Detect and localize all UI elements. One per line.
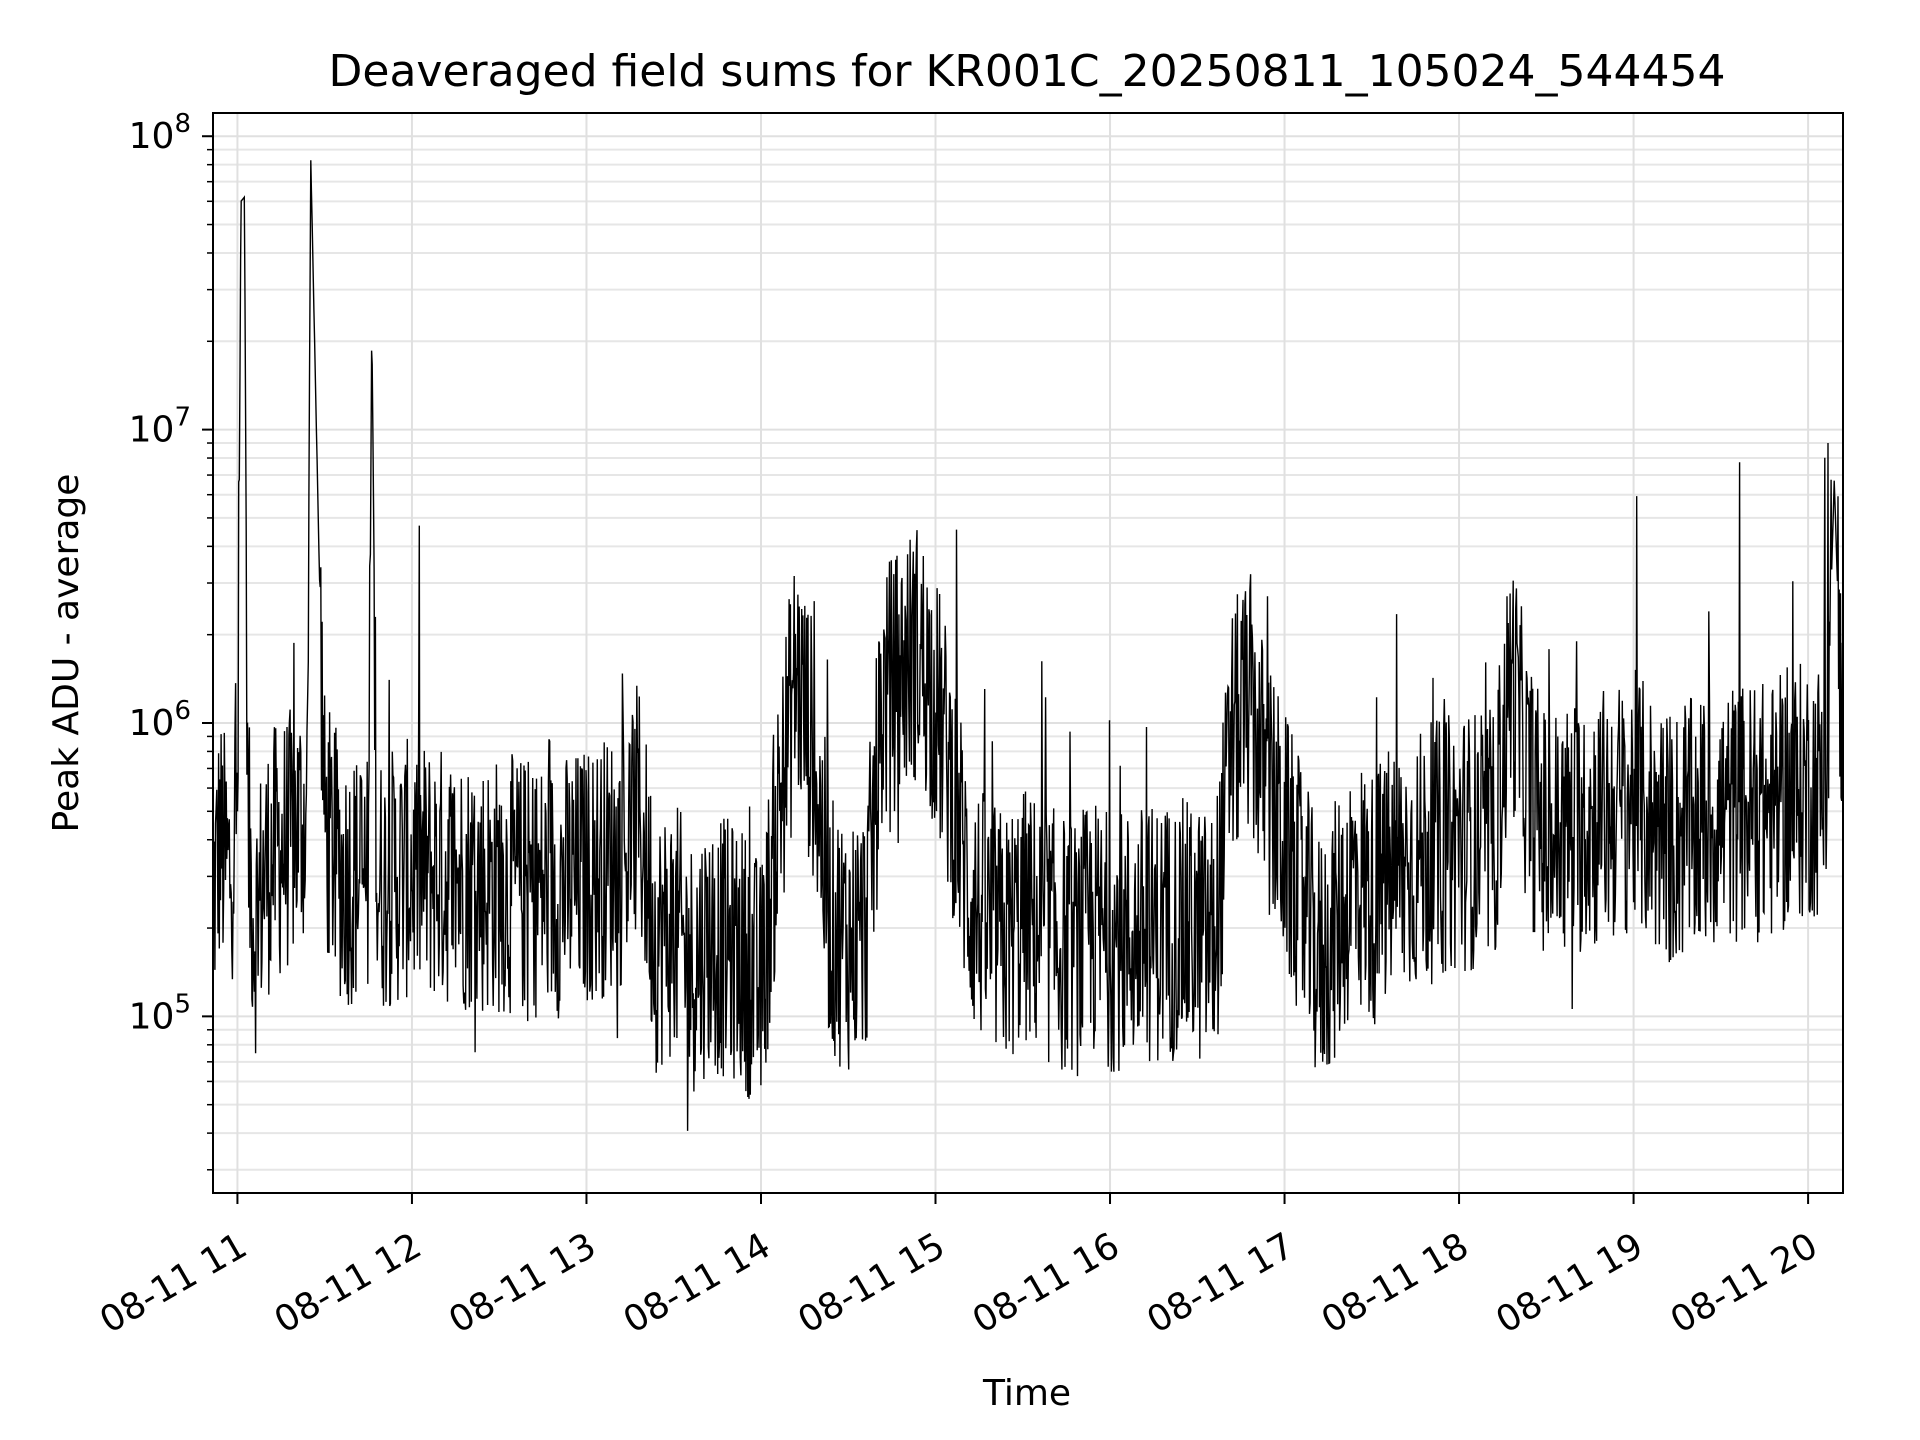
x-tick-label: 08-11 12 (268, 1225, 429, 1341)
x-axis: 08-11 11 08-11 12 08-11 13 08-11 14 08-11 15… (93, 1193, 1825, 1342)
x-tick-label: 08-11 15 (791, 1225, 952, 1341)
y-tick-label: 105 (129, 989, 191, 1037)
plot-frame (212, 112, 1844, 1194)
x-tick-label: 08-11 16 (966, 1225, 1127, 1341)
x-tick-label: 08-11 11 (93, 1225, 254, 1341)
y-axis: 105 106 107 108 (129, 109, 213, 1171)
y-axis-label: Peak ADU - average (46, 474, 87, 833)
x-tick-label: 08-11 13 (442, 1225, 603, 1341)
x-tick-label: 08-11 19 (1489, 1225, 1650, 1341)
chart-title: Deaveraged field sums for KR001C_2025081… (329, 46, 1726, 97)
x-tick-label: 08-11 18 (1315, 1225, 1476, 1341)
x-axis-label: Time (982, 1373, 1071, 1414)
x-tick-label: 08-11 17 (1140, 1225, 1301, 1341)
x-tick-label: 08-11 14 (617, 1225, 778, 1341)
series-layer (212, 160, 1844, 1131)
series-line (212, 160, 1844, 1131)
x-tick-label: 08-11 20 (1664, 1225, 1825, 1341)
y-tick-label: 107 (129, 403, 191, 451)
major-gridlines (213, 113, 1843, 1193)
y-tick-label: 108 (129, 109, 191, 157)
y-tick-label: 106 (129, 696, 191, 744)
